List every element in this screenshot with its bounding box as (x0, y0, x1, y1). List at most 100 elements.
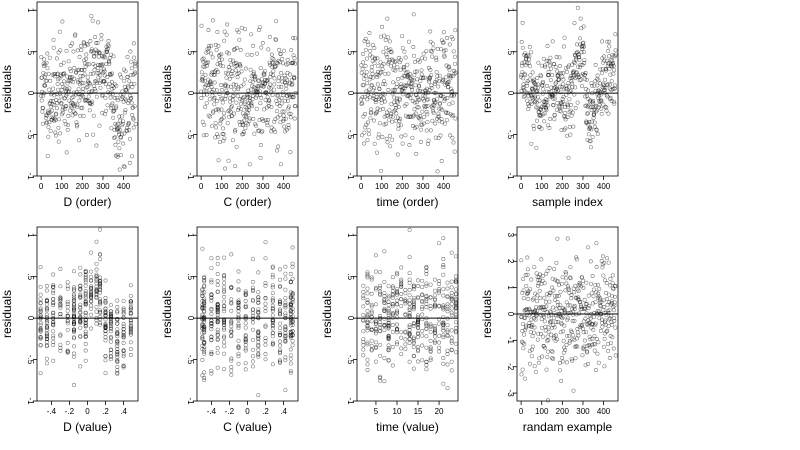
data-point (549, 348, 554, 353)
data-point (449, 306, 454, 311)
data-point (281, 61, 285, 66)
data-point (360, 101, 365, 106)
data-point (58, 333, 63, 338)
data-point (600, 39, 605, 44)
data-point (395, 270, 399, 275)
data-point (449, 294, 454, 299)
data-point (390, 88, 395, 93)
data-point (270, 340, 275, 345)
data-point (593, 300, 598, 305)
data-point (128, 310, 133, 315)
data-point (579, 275, 584, 280)
data-point (581, 319, 586, 324)
data-point (574, 255, 579, 260)
data-point (519, 258, 524, 263)
data-point (447, 102, 452, 107)
data-point (121, 164, 126, 169)
data-point (372, 61, 377, 66)
data-point (416, 296, 420, 301)
data-point (200, 357, 205, 362)
data-point (229, 318, 234, 323)
data-point (290, 245, 295, 250)
data-point (407, 298, 412, 303)
data-point (562, 308, 567, 313)
data-point (222, 309, 227, 314)
data-point (537, 288, 542, 293)
data-point (220, 100, 225, 105)
data-point (574, 257, 579, 262)
data-point (376, 64, 381, 69)
data-point (373, 331, 378, 336)
data-point (94, 272, 99, 277)
data-point (65, 81, 70, 86)
data-point (249, 32, 254, 37)
data-point (221, 64, 226, 69)
data-point (428, 322, 433, 327)
data-point (383, 38, 388, 42)
data-point (367, 95, 372, 100)
data-point (595, 132, 600, 136)
data-point (383, 71, 388, 76)
data-point (530, 344, 535, 349)
data-point (435, 74, 440, 79)
data-point (61, 105, 66, 110)
data-point (536, 95, 541, 100)
data-point (449, 285, 454, 290)
data-point (61, 60, 66, 65)
data-point (201, 56, 206, 61)
data-point (588, 259, 593, 264)
data-point (101, 54, 106, 58)
data-point (551, 103, 556, 108)
data-point (283, 388, 288, 393)
y-tick-label: -.5 (26, 130, 35, 140)
data-point (256, 270, 261, 275)
data-point (425, 103, 430, 108)
data-point (89, 47, 94, 52)
data-point (58, 342, 63, 347)
data-point (535, 337, 540, 342)
data-point (420, 328, 425, 333)
data-point (220, 57, 225, 62)
data-point (600, 324, 605, 329)
data-point (290, 82, 295, 86)
data-point (448, 133, 453, 138)
data-point (408, 95, 413, 100)
data-point (363, 47, 368, 52)
data-point (373, 340, 378, 345)
data-point (591, 98, 596, 103)
data-point (219, 107, 224, 112)
data-point (103, 309, 108, 314)
data-point (369, 343, 374, 348)
data-point (417, 84, 422, 89)
data-point (89, 287, 94, 292)
data-point (573, 283, 578, 288)
data-point (423, 56, 428, 61)
data-point (278, 343, 282, 348)
data-point (386, 324, 391, 329)
data-point (103, 278, 108, 283)
data-point (264, 79, 269, 84)
data-point (361, 340, 366, 345)
data-point (273, 129, 278, 134)
data-point (83, 322, 88, 327)
data-point (226, 84, 231, 89)
data-point (256, 334, 261, 339)
data-point (415, 77, 420, 82)
data-point (419, 68, 424, 73)
data-point (108, 95, 113, 100)
x-tick-label: 200 (556, 182, 570, 191)
data-point (130, 113, 135, 117)
data-point (420, 299, 425, 303)
data-point (69, 69, 73, 74)
data-point (270, 275, 275, 280)
data-point (75, 122, 80, 127)
data-point (584, 77, 589, 82)
data-point (51, 288, 56, 293)
data-point (576, 289, 581, 294)
data-point (270, 298, 275, 303)
data-point (200, 74, 205, 79)
data-point (445, 96, 450, 100)
data-point (602, 87, 607, 92)
data-point (369, 304, 374, 309)
data-point (446, 80, 451, 84)
